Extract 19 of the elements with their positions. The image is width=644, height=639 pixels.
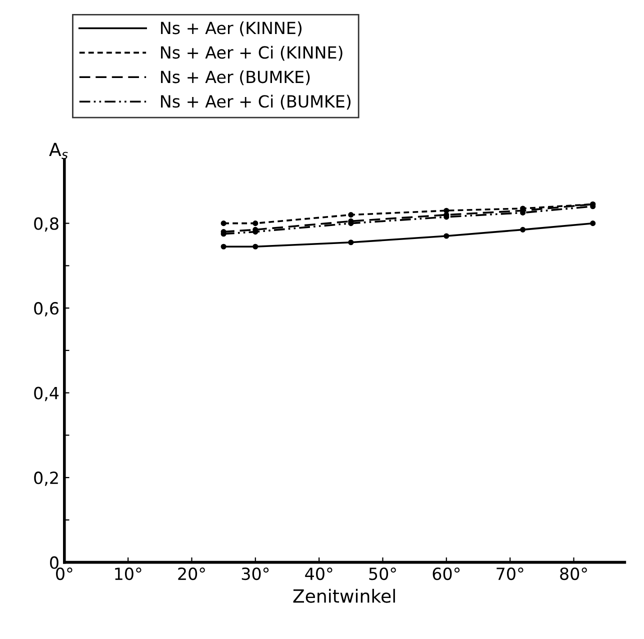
x-tick-label: 40° — [305, 567, 332, 580]
y-tick-label: 0 — [50, 556, 58, 569]
x-tick-label: 10° — [115, 567, 142, 580]
x-tick-label: 20° — [178, 567, 205, 580]
legend-label: Ns + Aer (BUMKE) — [161, 70, 310, 86]
x-tick-label: 80° — [560, 567, 587, 580]
x-axis-title: Zenitwinkel — [293, 588, 395, 603]
y-tick-label: 0,6 — [34, 302, 58, 316]
y-tick-label: 0,8 — [34, 217, 58, 232]
legend-label: Ns + Aer (KINNE) — [161, 21, 302, 36]
y-tick-label: 0,4 — [34, 386, 59, 402]
legend-label: Ns + Aer + Ci (BUMKE) — [161, 94, 350, 110]
y-tick-label: 0,2 — [34, 472, 58, 486]
x-tick-label: 70° — [496, 567, 524, 580]
x-tick-label: 50° — [369, 567, 396, 580]
legend-label: Ns + Aer + Ci (KINNE) — [161, 46, 342, 61]
x-tick-label: 0° — [56, 567, 72, 580]
x-tick-label: 30° — [242, 567, 269, 580]
x-tick-label: 60° — [432, 567, 460, 580]
